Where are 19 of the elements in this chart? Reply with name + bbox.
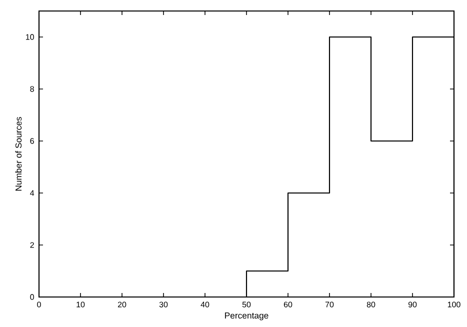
x-tick-label: 90: [408, 302, 417, 308]
y-tick-label: 8: [30, 86, 34, 92]
y-tick-label: 0: [30, 294, 34, 300]
x-tick-label: 30: [159, 302, 168, 308]
x-tick-label: 50: [242, 302, 251, 308]
x-tick-label: 80: [366, 302, 376, 308]
x-tick-label: 60: [284, 302, 292, 308]
y-axis-title: Number of Sources: [15, 116, 22, 191]
x-tick-label: 40: [200, 302, 210, 308]
x-tick-label: 10: [76, 302, 85, 308]
x-axis-title: Percentage: [225, 312, 268, 320]
y-tick-label: 2: [30, 242, 34, 248]
x-tick-label: 0: [37, 302, 41, 308]
y-tick-label: 10: [26, 34, 34, 40]
x-tick-label: 100: [448, 302, 460, 308]
y-tick-label: 6: [30, 138, 34, 144]
y-tick-label: 4: [30, 190, 34, 196]
x-tick-label: 70: [325, 302, 334, 308]
x-tick-label: 20: [118, 302, 126, 308]
